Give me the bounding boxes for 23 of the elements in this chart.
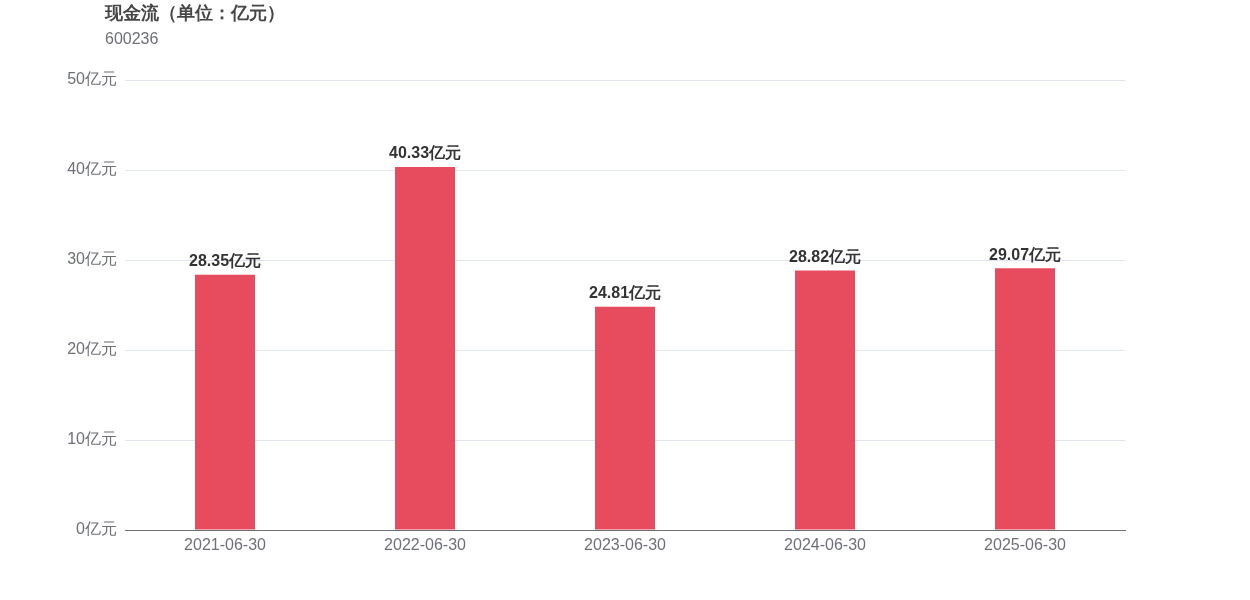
y-tick-label: 20亿元 xyxy=(67,340,117,358)
y-tick-label: 0亿元 xyxy=(76,520,117,538)
x-tick-label: 2022-06-30 xyxy=(384,536,467,554)
bar xyxy=(995,268,1055,530)
y-tick-label: 40亿元 xyxy=(67,160,117,178)
data-label: 28.82亿元 xyxy=(788,248,862,266)
bar xyxy=(795,270,855,530)
y-tick-label: 10亿元 xyxy=(67,430,117,448)
data-label: 24.81亿元 xyxy=(588,284,662,302)
y-tick-label: 30亿元 xyxy=(67,250,117,268)
chart-subtitle: 600236 xyxy=(105,30,159,48)
x-tick-label: 2024-06-30 xyxy=(784,536,867,554)
data-label: 29.07亿元 xyxy=(988,245,1062,263)
chart-title: 现金流（单位：亿元） xyxy=(105,2,285,25)
y-tick-label: 50亿元 xyxy=(67,70,117,88)
data-label: 28.35亿元 xyxy=(188,252,262,270)
x-tick-label: 2025-06-30 xyxy=(984,536,1067,554)
x-tick-label: 2021-06-30 xyxy=(184,536,267,554)
bar xyxy=(595,306,655,530)
bar xyxy=(395,167,455,530)
bar xyxy=(195,274,255,530)
x-tick-label: 2023-06-30 xyxy=(584,536,667,554)
data-label: 40.33亿元 xyxy=(388,144,462,162)
